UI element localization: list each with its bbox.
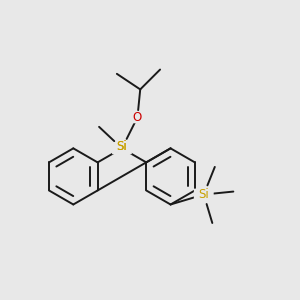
Text: Si: Si [117, 140, 127, 153]
Text: O: O [133, 111, 142, 124]
FancyBboxPatch shape [194, 189, 214, 200]
FancyBboxPatch shape [130, 112, 145, 123]
Text: Si: Si [117, 140, 127, 153]
Text: Si: Si [198, 188, 209, 201]
FancyBboxPatch shape [112, 142, 132, 154]
